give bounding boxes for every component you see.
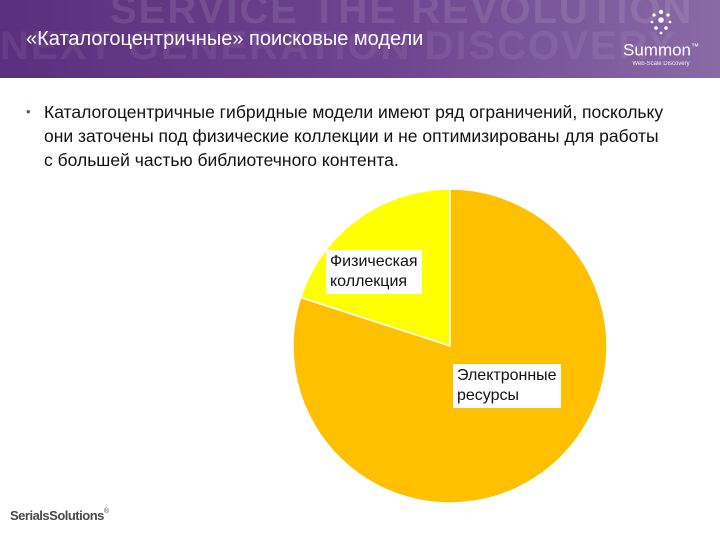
pie-slice-electronic	[292, 188, 608, 504]
bullet-icon: •	[26, 104, 31, 119]
slice-label-electronic: Электронные ресурсы	[453, 364, 561, 408]
summon-dots-icon	[616, 8, 706, 38]
bullet-text: Каталогоцентричные гибридные модели имею…	[44, 102, 664, 170]
slide-header: SERVICE THE REVOLUTION NEXT GENERATION D…	[0, 0, 720, 78]
serials-solutions-logo: SerialsSolutions®	[10, 508, 109, 523]
summon-logo: Summon™ Web-Scale Discovery	[616, 8, 706, 70]
slide-title: «Каталогоцентричные» поисковые модели	[26, 28, 424, 50]
logo-tagline: Web-Scale Discovery	[632, 60, 690, 67]
header-watermark: SERVICE THE REVOLUTION	[110, 0, 694, 32]
slice-label-physical: Физическая коллекция	[326, 250, 422, 294]
logo-name: Summon™	[622, 40, 700, 60]
header-watermark-secondary: NEXT GENERATION DISCOVERY	[0, 24, 677, 68]
bullet-point: • Каталогоцентричные гибридные модели им…	[26, 100, 666, 172]
